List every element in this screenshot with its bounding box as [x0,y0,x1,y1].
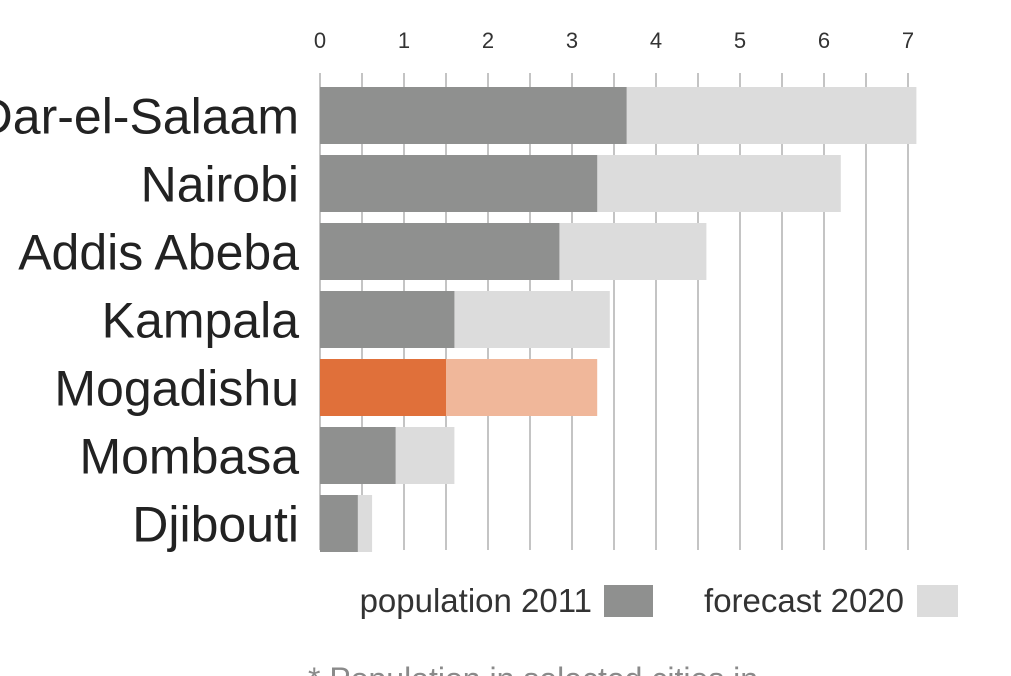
bar-population-2011-mogadishu [320,359,446,416]
category-label-djibouti: Djibouti [132,497,299,553]
x-tick-label: 5 [734,28,746,53]
legend: population 2011 forecast 2020 [360,582,958,619]
category-label-nairobi: Nairobi [141,157,299,213]
x-tick-label: 2 [482,28,494,53]
category-labels: Dar-el-Salaam Nairobi Addis Abeba Kampala Mo… [0,89,299,553]
x-tick-label: 6 [818,28,830,53]
bar-population-2011-nairobi [320,155,598,212]
category-label-dar-el-salaam: Dar-el-Salaam [0,89,299,145]
legend-swatch-population-2011 [604,585,653,617]
footnote: * Population in selected cities in [308,661,758,676]
bar-population-2011-kampala [320,291,455,348]
bars [320,87,917,552]
bar-population-2011-dar-el-salaam [320,87,627,144]
x-tick-label: 4 [650,28,662,53]
bar-population-2011-mombasa [320,427,396,484]
legend-label-population-2011: population 2011 [360,582,592,619]
x-axis-ticks: 0 1 2 3 4 5 6 7 [314,28,914,53]
x-tick-label: 0 [314,28,326,53]
x-tick-label: 7 [902,28,914,53]
bar-population-2011-djibouti [320,495,358,552]
category-label-addis-abeba: Addis Abeba [18,225,299,281]
bar-population-2011-addis-abeba [320,223,560,280]
x-tick-label: 1 [398,28,410,53]
category-label-mombasa: Mombasa [79,429,299,485]
category-label-mogadishu: Mogadishu [54,361,299,417]
x-tick-label: 3 [566,28,578,53]
legend-swatch-forecast-2020 [917,585,958,617]
category-label-kampala: Kampala [102,293,300,349]
legend-label-forecast-2020: forecast 2020 [704,582,904,619]
